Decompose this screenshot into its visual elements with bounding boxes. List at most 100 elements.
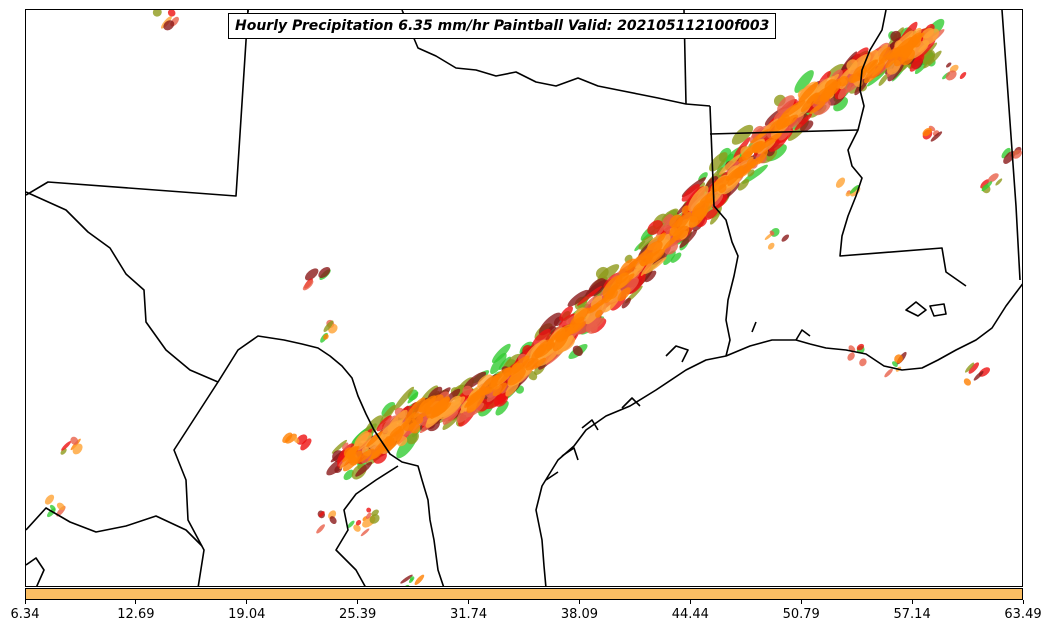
precip-blob xyxy=(366,507,372,513)
precip-blob xyxy=(353,524,361,532)
precip-blob xyxy=(463,371,487,390)
precip-blob xyxy=(657,232,666,243)
precip-blob xyxy=(663,250,676,266)
precip-blob xyxy=(393,386,415,411)
map-frame xyxy=(25,9,1023,587)
precip-blob xyxy=(408,578,414,584)
colorbar xyxy=(25,588,1023,600)
precip-blob xyxy=(572,345,583,357)
precip-blob xyxy=(669,214,683,229)
precip-blob xyxy=(860,59,877,75)
precip-blob xyxy=(851,47,869,64)
precip-blob xyxy=(430,408,439,419)
precip-blob xyxy=(856,343,865,351)
precip-blob xyxy=(835,177,846,188)
precip-blob xyxy=(731,124,754,145)
colorbar-tick-label: 50.79 xyxy=(782,607,820,622)
state-borders xyxy=(26,10,1022,586)
precip-blob xyxy=(767,242,775,250)
precip-blob xyxy=(316,524,325,534)
precip-blob xyxy=(323,320,334,332)
precip-blob xyxy=(847,352,855,361)
precip-blob xyxy=(890,30,901,42)
precip-blob xyxy=(369,514,380,524)
precip-blob xyxy=(813,99,831,116)
precip-blob xyxy=(687,185,709,212)
precip-blob xyxy=(72,443,83,455)
precip-blob xyxy=(379,420,403,439)
rio-grande-border xyxy=(26,191,445,586)
colorbar-tick-mark xyxy=(911,600,913,604)
precip-blob xyxy=(778,126,791,141)
precip-blob xyxy=(490,352,507,375)
precip-blob xyxy=(662,213,672,224)
precip-blob xyxy=(704,208,719,220)
precip-blob xyxy=(406,431,419,445)
precip-blob xyxy=(848,53,872,75)
precip-blob xyxy=(884,368,893,378)
precip-blob xyxy=(329,516,337,525)
precip-blob xyxy=(945,70,957,81)
precip-blob xyxy=(644,257,667,275)
precip-blob xyxy=(621,297,631,309)
texas-louisiana-border xyxy=(709,105,739,357)
precip-blob xyxy=(776,114,791,130)
texas-panhandle-west-border xyxy=(26,10,249,197)
precip-blob xyxy=(525,358,539,371)
precip-blob xyxy=(152,10,162,17)
precip-blob xyxy=(462,385,473,396)
precip-blob xyxy=(781,234,790,242)
precip-blob xyxy=(709,152,728,172)
precip-blob xyxy=(282,432,293,443)
precip-blob xyxy=(987,173,999,183)
precip-blob xyxy=(798,81,819,103)
precip-blob xyxy=(366,431,383,447)
precip-blob xyxy=(964,362,975,373)
precip-blob xyxy=(922,127,932,137)
colorbar-tick-label: 38.09 xyxy=(560,607,599,622)
precip-blob xyxy=(44,494,55,505)
precip-blob xyxy=(945,62,952,68)
map-title: Hourly Precipitation 6.35 mm/hr Paintbal… xyxy=(228,13,777,39)
colorbar-tick-mark xyxy=(24,600,26,604)
arkansas-louisiana-border xyxy=(709,129,859,135)
precip-blob xyxy=(495,400,509,416)
colorbar-tick-label: 19.04 xyxy=(228,607,266,622)
colorbar-tick-mark xyxy=(1022,600,1024,604)
louisiana-coast xyxy=(809,283,1022,371)
precipitation-map xyxy=(26,10,1022,586)
precip-blob xyxy=(485,390,510,410)
mexico-state-line-2 xyxy=(335,465,399,586)
precip-blob xyxy=(643,240,663,259)
precipitation-blobs xyxy=(44,10,1022,586)
mississippi-alabama-border xyxy=(1001,10,1021,281)
precip-blob xyxy=(800,120,814,132)
precip-blob xyxy=(794,113,812,131)
precip-blob xyxy=(439,401,462,420)
precip-blob xyxy=(498,356,512,371)
mexico-state-line-1 xyxy=(173,381,219,586)
precip-blob xyxy=(777,95,795,114)
precip-blob xyxy=(348,455,358,466)
precip-blob xyxy=(595,266,609,279)
precip-blob xyxy=(619,258,637,277)
precip-blob xyxy=(918,42,930,53)
precip-blob xyxy=(699,189,717,203)
precip-blob xyxy=(679,229,697,248)
precip-blob xyxy=(477,374,493,389)
precip-blob xyxy=(681,205,690,214)
precip-blob xyxy=(400,574,413,584)
texas-coast xyxy=(535,339,811,586)
precip-blob xyxy=(838,76,849,87)
precip-blob xyxy=(534,339,555,358)
precip-blob xyxy=(405,397,426,421)
colorbar-tick-label: 63.49 xyxy=(1004,607,1042,622)
precip-blob xyxy=(672,225,690,241)
precip-blob xyxy=(587,302,601,314)
precip-blob xyxy=(837,82,852,100)
colorbar-tick-label: 12.69 xyxy=(117,607,155,622)
precip-blob xyxy=(491,343,511,364)
precip-blob xyxy=(404,584,410,586)
colorbar-tick-mark xyxy=(800,600,802,604)
precip-blob xyxy=(355,461,373,477)
